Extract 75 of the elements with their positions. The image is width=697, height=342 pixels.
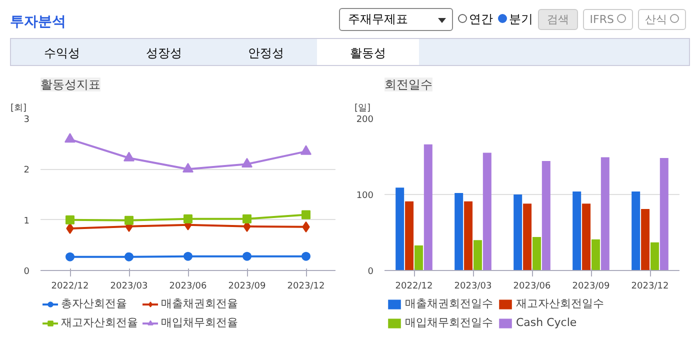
bar (542, 161, 550, 270)
legend-label: 매입채무회전일수 (405, 315, 493, 330)
y-tick-label: 200 (356, 115, 374, 125)
text: 투자분석 (10, 13, 66, 32)
x-tick-label: 2023/03 (454, 282, 492, 292)
text: 성장성 (145, 45, 183, 62)
chart-title: 회전일수 (384, 78, 432, 92)
point (66, 252, 74, 262)
point (302, 252, 310, 261)
point (184, 214, 192, 224)
chart-title: 활동성지표 (40, 78, 100, 92)
x-tick-label: 2023/12 (287, 282, 325, 292)
x-tick-label: 2022/12 (51, 282, 89, 292)
bar (660, 158, 668, 270)
y-tick-label: 3 (24, 115, 30, 125)
legend-label: 매출채권회전율 (161, 296, 238, 311)
bar (514, 194, 522, 270)
legend-label: 재고자산회전일수 (516, 296, 604, 311)
bar (464, 201, 473, 270)
point (64, 133, 76, 143)
y-axis-title: [회] (10, 104, 27, 114)
text: 산식 (638, 8, 686, 30)
point (124, 252, 134, 262)
y-tick-label: 1 (24, 216, 30, 226)
x-tick-label: 2023/03 (110, 282, 148, 292)
legend-label: 매출채권회전일수 (405, 296, 493, 311)
point (300, 145, 312, 155)
bar (473, 240, 482, 270)
bar (591, 239, 600, 270)
y-tick-label: 0 (368, 267, 374, 277)
text: 연간 (468, 11, 493, 28)
legend-label: 매입채무회전율 (161, 315, 238, 330)
bar (572, 191, 582, 270)
point (124, 216, 134, 225)
text: 분기 (508, 11, 533, 28)
text: 검색 (538, 8, 578, 30)
bar (532, 237, 541, 270)
bar (523, 204, 532, 270)
bar (405, 201, 414, 270)
x-tick-label: 2023/06 (513, 282, 551, 292)
point (124, 152, 134, 162)
text: 수익성 (43, 45, 81, 62)
bar (582, 204, 591, 270)
legend-label: 총자산회전율 (61, 296, 127, 311)
text: 안정성 (247, 45, 285, 62)
y-axis-title: [일] (354, 104, 371, 114)
x-tick-label: 2022/12 (395, 282, 433, 292)
x-tick-label: 2023/06 (169, 282, 207, 292)
bar (641, 208, 650, 270)
point (242, 158, 252, 168)
x-tick-label: 2023/09 (228, 282, 266, 292)
x-tick-label: 2023/12 (631, 282, 669, 292)
y-tick-label: 2 (24, 166, 30, 176)
bar (482, 152, 492, 270)
y-tick-label: 100 (356, 191, 374, 201)
text: IFRS (582, 8, 633, 30)
bar (454, 192, 464, 270)
point (242, 252, 252, 261)
legend-label: 재고자산회전율 (61, 315, 138, 330)
point (242, 214, 252, 224)
x-tick-label: 2023/09 (572, 282, 610, 292)
bar (414, 245, 423, 270)
bar (632, 191, 640, 270)
bar (424, 144, 432, 270)
point (302, 210, 310, 220)
point (182, 162, 194, 173)
legend-label: Cash Cycle (516, 316, 577, 329)
bar (396, 188, 404, 270)
y-tick-label: 0 (24, 267, 30, 277)
point (184, 252, 192, 261)
text: 주재무제표 (338, 8, 453, 32)
text: 활동성 (317, 39, 419, 65)
bar (650, 242, 659, 270)
point (66, 215, 74, 224)
bar (600, 157, 610, 270)
